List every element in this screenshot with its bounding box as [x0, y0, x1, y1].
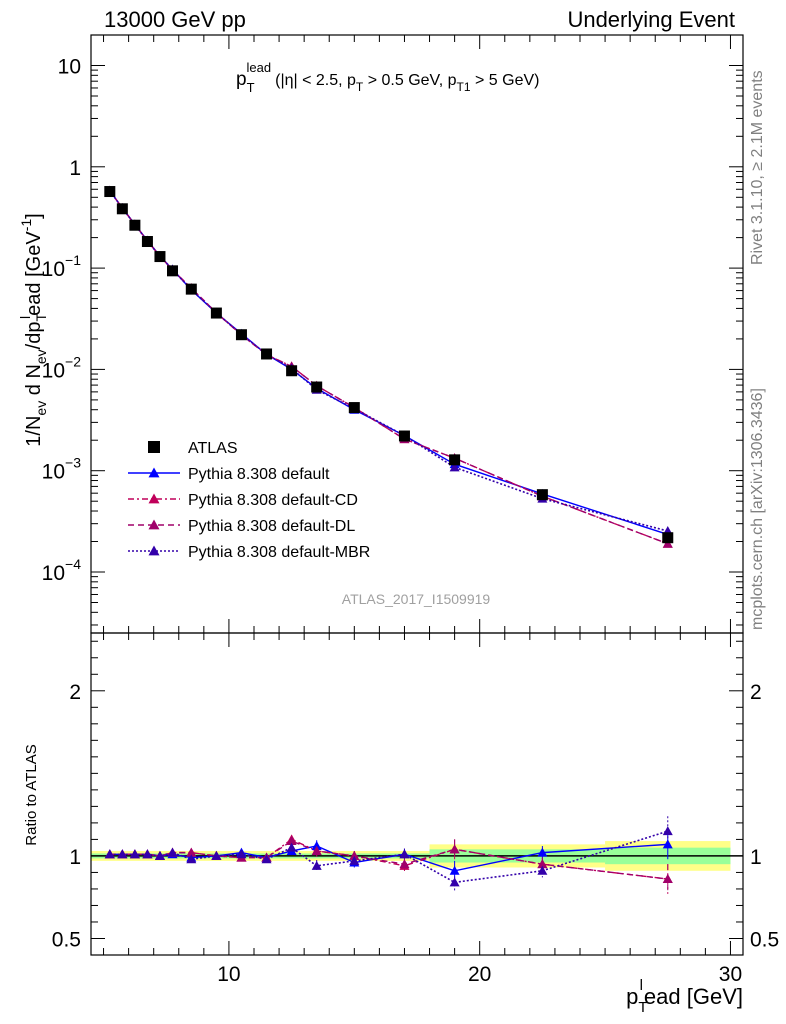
ratio-tick-labels: 0.5 0.5 1 1 2 2 10 20 30 [52, 681, 779, 986]
legend-marker-default [148, 467, 160, 478]
main-y-axis-label: 1/Nev d Nev/dpTlead [GeV-1] [17, 213, 49, 446]
ratio-marker-mbr [399, 849, 410, 859]
ratio-marker-mbr [261, 854, 272, 864]
header-left: 13000 GeV pp [104, 7, 246, 32]
ratio-marker-mbr [236, 849, 247, 859]
ratio-marker-mbr [537, 865, 548, 875]
main-y-tick-label: 10−1 [42, 252, 82, 281]
ratio-marker-default [662, 839, 673, 849]
atlas-data-point [286, 365, 298, 377]
ratio-marker-dl [286, 836, 297, 846]
ratio-y-tick-label-right: 0.5 [750, 928, 779, 951]
mcplots-label: mcplots.cern.ch [arXiv:1306.3436] [749, 388, 766, 630]
ratio-y-tick-label-right: 1 [750, 846, 762, 869]
ratio-marker-mbr [104, 849, 115, 859]
atlas-data-point [129, 219, 141, 231]
ratio-marker-dl [399, 859, 410, 869]
ratio-marker-dl [662, 874, 673, 884]
ratio-marker-mbr [167, 847, 178, 857]
atlas-data-point [185, 283, 197, 295]
ratio-marker-dl [311, 845, 322, 855]
main-y-tick-label: 1 [69, 157, 81, 180]
ratio-y-axis-label: Ratio to ATLAS [23, 744, 40, 845]
ratio-axis-ticks [91, 633, 743, 955]
x-tick-label: 30 [719, 963, 742, 986]
ratio-marker-mbr [142, 849, 153, 859]
ratio-series-group [104, 816, 673, 894]
atlas-data-point [311, 381, 323, 393]
atlas-data-point [167, 265, 178, 277]
ratio-panel: 0.5 0.5 1 1 2 2 10 20 30 Ratio to ATLAS pTlead [… [23, 632, 779, 1016]
ratio-marker-default [537, 847, 548, 857]
main-y-tick-labels: 10 1 10−1 10−2 10−3 10−4 [42, 55, 82, 585]
main-y-tick-label: 10 [58, 55, 81, 78]
atlas-data-point [348, 402, 360, 414]
legend-marker-dl [148, 519, 160, 530]
legend-marker-atlas [148, 441, 160, 453]
ratio-marker-mbr [449, 877, 460, 887]
atlas-data-point [662, 532, 674, 544]
atlas-data-point [235, 329, 247, 341]
main-axis-ticks [91, 34, 743, 633]
ratio-marker-mbr [662, 826, 673, 836]
ratio-marker-dl [537, 859, 548, 869]
ratio-marker-mbr [349, 855, 360, 865]
legend: ATLAS Pythia 8.308 default Pythia 8.308 de… [128, 440, 370, 561]
legend-marker-cd [148, 493, 160, 504]
main-marker-dl [662, 538, 673, 548]
ratio-marker-mbr [211, 850, 222, 860]
main-y-tick-label: 10−3 [42, 455, 82, 484]
ratio-marker-dl [186, 847, 197, 857]
atlas-data-point [536, 489, 548, 501]
atlas-data-point [116, 203, 128, 215]
main-series-group [104, 185, 674, 548]
main-line-mbr [109, 190, 668, 532]
legend-label: Pythia 8.308 default-CD [188, 492, 358, 509]
ratio-marker-mbr [186, 854, 197, 864]
ratio-frame [90, 632, 744, 956]
ratio-y-tick-label: 2 [69, 681, 81, 704]
main-marker-mbr [449, 462, 460, 472]
header-right: Underlying Event [567, 7, 735, 32]
main-panel: 10 1 10−1 10−2 10−3 10−4 pTlead(|η| < 2.5, pT… [17, 34, 744, 634]
main-line-cd [109, 190, 669, 545]
rivet-version-label: Rivet 3.1.10, ≥ 2.1M events [749, 70, 766, 265]
atlas-data-point [210, 307, 222, 319]
atlas-data-point [449, 454, 461, 466]
x-axis-label: pTlead [GeV] [626, 977, 743, 1016]
ratio-marker-mbr [286, 842, 297, 852]
legend-label: Pythia 8.308 default-DL [188, 518, 355, 535]
main-title: pTlead(|η| < 2.5, pT > 0.5 GeV, pT1 > 5 … [236, 60, 539, 95]
ratio-marker-dl [349, 850, 360, 860]
main-y-tick-label: 10−2 [42, 353, 82, 382]
atlas-data-point [104, 186, 116, 198]
atlas-data-point [261, 348, 273, 360]
legend-label: Pythia 8.308 default [188, 466, 330, 483]
ratio-marker-mbr [129, 849, 140, 859]
ratio-marker-dl [449, 844, 460, 854]
ratio-y-tick-label: 0.5 [52, 928, 81, 951]
analysis-watermark: ATLAS_2017_I1509919 [342, 591, 491, 607]
ratio-marker-mbr [154, 850, 165, 860]
ratio-marker-default [311, 841, 322, 851]
ratio-y-tick-label: 1 [69, 846, 81, 869]
atlas-data-point [154, 251, 166, 263]
x-tick-label: 20 [468, 963, 491, 986]
legend-label: Pythia 8.308 default-MBR [188, 544, 370, 561]
legend-label: ATLAS [188, 440, 238, 457]
ratio-marker-mbr [117, 849, 128, 859]
main-y-tick-label: 10−4 [42, 556, 82, 585]
atlas-data-point [141, 236, 153, 248]
ratio-marker-mbr [311, 860, 322, 870]
ratio-marker-default [449, 865, 460, 875]
x-tick-label: 10 [217, 963, 240, 986]
ratio-y-tick-label-right: 2 [750, 681, 762, 704]
atlas-data-point [398, 430, 410, 442]
legend-marker-mbr [148, 545, 160, 556]
main-line-dl [109, 190, 669, 545]
